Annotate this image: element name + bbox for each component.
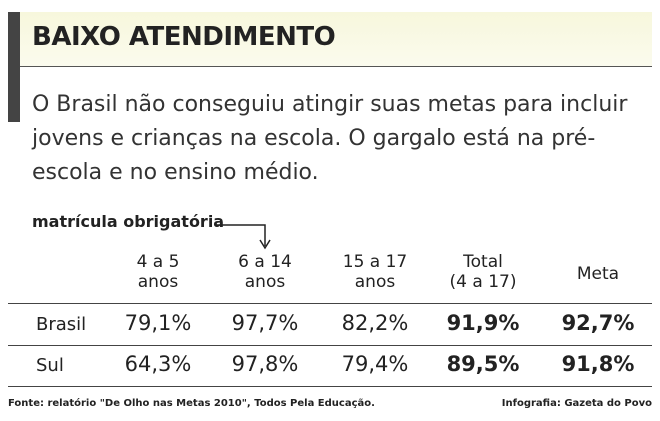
- row-rule: [8, 345, 652, 346]
- source: Fonte: relatório "De Olho nas Metas 2010…: [8, 398, 375, 409]
- title: BAIXO ATENDIMENTO: [32, 22, 336, 52]
- side-bar: [8, 12, 20, 122]
- column-header: 4 a 5: [136, 252, 180, 272]
- cell: 97,7%: [231, 311, 299, 335]
- cell: 91,8%: [561, 352, 635, 376]
- credit: Infografia: Gazeta do Povo: [501, 398, 652, 409]
- cell: 92,7%: [561, 311, 635, 335]
- column-header: (4 a 17): [449, 272, 517, 292]
- column-header: anos: [137, 272, 179, 292]
- cell: 64,3%: [124, 352, 192, 376]
- cell: 91,9%: [446, 311, 520, 335]
- cell: 97,8%: [231, 352, 299, 376]
- column-header: anos: [354, 272, 396, 292]
- cell: 89,5%: [446, 352, 520, 376]
- intro: O Brasil não conseguiu atingir suas meta…: [32, 92, 628, 185]
- column-header: Meta: [576, 264, 620, 284]
- title-rule: [20, 66, 652, 67]
- row-rule: [8, 303, 652, 304]
- cell: 79,1%: [124, 311, 192, 335]
- row-rule: [8, 386, 652, 387]
- cell: 79,4%: [341, 352, 409, 376]
- row-label: Sul: [36, 355, 64, 376]
- cell: 82,2%: [341, 311, 409, 335]
- column-header: 6 a 14: [238, 252, 292, 272]
- column-header: anos: [244, 272, 286, 292]
- row-label: Brasil: [36, 314, 87, 335]
- title-band: [8, 12, 652, 66]
- column-header: Total: [463, 252, 503, 272]
- table-label: matrícula obrigatória: [32, 212, 225, 231]
- column-header: 15 a 17: [342, 252, 408, 272]
